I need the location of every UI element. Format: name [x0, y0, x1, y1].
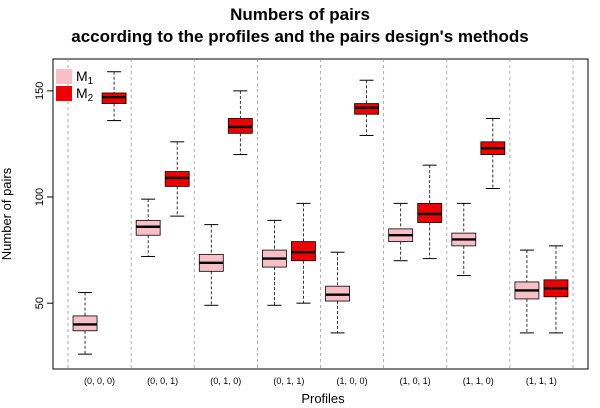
legend-swatch-m1	[56, 69, 72, 84]
chart-title: Numbers of pairs according to the profil…	[0, 4, 600, 48]
plot-frame	[52, 58, 589, 370]
chart-title-line-1: Numbers of pairs	[230, 5, 370, 24]
legend-label-m2: M2	[76, 85, 94, 104]
x-category-label: (1, 1, 1)	[526, 376, 557, 386]
x-category-label: (1, 1, 0)	[463, 376, 494, 386]
x-axis-label: Profiles	[301, 391, 345, 406]
legend-subscript: 2	[88, 93, 94, 104]
x-category-label: (1, 0, 0)	[337, 376, 368, 386]
x-category-label: (0, 1, 0)	[210, 376, 241, 386]
chart-title-line-2: according to the profiles and the pairs …	[71, 27, 529, 46]
x-category-label: (0, 0, 0)	[84, 376, 115, 386]
y-tick-label: 50	[34, 297, 46, 309]
x-category-label: (0, 1, 1)	[273, 376, 304, 386]
x-category-label: (0, 0, 1)	[147, 376, 178, 386]
plot-area: 50 100 150 (0, 0, 0) (0, 0, 1) (0, 1, 0) (0, 1…	[34, 58, 589, 386]
y-tick-label: 150	[34, 82, 46, 100]
legend-swatch-m2	[56, 86, 72, 101]
y-tick-label: 100	[34, 188, 46, 206]
y-axis-label: Number of pairs	[0, 167, 14, 260]
x-category-label: (1, 0, 1)	[400, 376, 431, 386]
legend-subscript: 1	[88, 76, 94, 87]
